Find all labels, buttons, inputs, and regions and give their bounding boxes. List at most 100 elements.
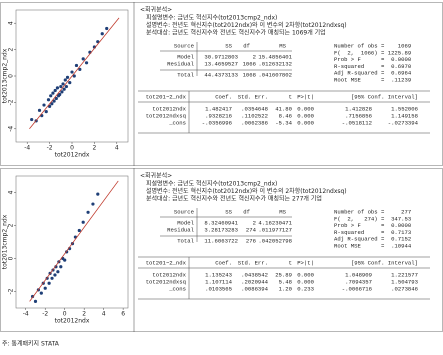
scatter-point	[53, 273, 57, 277]
model-stat: Root MSE = .11239	[334, 76, 411, 83]
scatter-point	[58, 92, 62, 97]
scatter-point	[37, 108, 42, 112]
anova-header: df	[243, 208, 250, 215]
model-stat: F( 2, 274) = 347.53	[334, 215, 411, 222]
coef-header: tot201~2_ndx	[146, 259, 187, 266]
coef-cell: .0086394	[241, 285, 268, 292]
scatter-point	[63, 258, 67, 262]
scatter-point	[91, 202, 95, 206]
x-tick-label: 4	[102, 311, 106, 318]
scatter-point	[52, 99, 56, 103]
coef-header: [95% Conf. Interval]	[351, 93, 418, 100]
coef-cell: .0273846	[391, 285, 418, 292]
model-stat: Prob > F = 0.0000	[334, 222, 412, 229]
output-header: <회귀분석>	[140, 172, 172, 180]
scatter-point	[84, 61, 89, 65]
x-tick-label: -4	[23, 311, 29, 318]
output-line: 분석대상: 금년도 혁신지수와 전년도 혁신지수가 매칭되는 277개 기업	[146, 195, 322, 203]
coef-cell: 1.048909	[345, 271, 372, 278]
coef-cell: 0.000	[297, 278, 314, 285]
anova-header: df	[243, 42, 250, 49]
coef-header: tot201~2_ndx	[146, 93, 187, 100]
x-tick-label: 0	[63, 311, 67, 318]
scatter-point	[42, 103, 46, 107]
y-tick-label: 0	[8, 256, 15, 260]
scatter-point	[54, 96, 58, 101]
fit-line	[29, 17, 120, 130]
anova-cell: 30.9712803	[204, 53, 238, 60]
coef-cell: .0062386	[241, 119, 268, 126]
x-tick-label: -2	[42, 311, 48, 318]
scatter-point	[96, 40, 100, 44]
scatter-point	[50, 276, 54, 280]
x-tick-label: 2	[82, 311, 86, 318]
y-tick-label: -2	[8, 288, 15, 294]
anova-cell: 4.16230471	[258, 219, 292, 226]
coef-cell: .9328216	[205, 112, 232, 119]
scatter-point	[50, 102, 54, 106]
scatter-point	[62, 87, 66, 91]
scatter-point	[60, 90, 64, 94]
coef-cell: -.0066716	[342, 285, 372, 292]
anova-cell: 274	[246, 226, 257, 233]
scatter-point	[55, 86, 60, 90]
coef-cell: tot2012ndxsq	[146, 278, 186, 285]
model-stat: Prob > F = 0.0000	[334, 56, 412, 63]
scatter-point	[77, 228, 81, 233]
scatter-point	[51, 91, 55, 95]
scatter-point	[96, 192, 100, 196]
coef-cell: 1.221577	[391, 271, 418, 278]
anova-header: SS	[225, 42, 232, 49]
coef-cell: 25.89	[275, 271, 292, 278]
scatter-point	[86, 210, 90, 214]
anova-header: SS	[225, 208, 232, 215]
model-stat: Root MSE = .10944	[334, 242, 412, 249]
anova-cell: 11.6063722	[204, 237, 238, 244]
coef-cell: .7094357	[345, 278, 372, 285]
coef-cell: _cons	[168, 119, 186, 126]
anova-cell: 1066	[243, 60, 256, 67]
coef-cell: .0103565	[205, 285, 232, 292]
scatter-point	[48, 104, 52, 108]
coef-cell: .0354648	[241, 105, 268, 112]
coef-cell: 0.000	[297, 119, 314, 126]
coef-cell: 1.482417	[205, 105, 232, 112]
coef-cell: 0.000	[297, 112, 314, 119]
y-tick-label: 2	[8, 48, 15, 52]
coef-header: Coef.	[215, 93, 232, 100]
scatter-point	[100, 32, 104, 36]
coef-cell: 1.20	[279, 285, 293, 292]
model-stat: Number of obs = 1069	[334, 42, 411, 49]
anova-cell: Model	[177, 53, 194, 60]
coef-cell: -5.34	[275, 119, 292, 126]
anova-cell: .042052798	[258, 237, 292, 244]
y-axis-label: tot2013cmp2_ndx	[2, 48, 9, 103]
coef-cell: .0438542	[241, 271, 268, 278]
anova-cell: 44.4373133	[204, 71, 238, 78]
scatter-point	[33, 299, 38, 303]
coef-cell: .1102522	[241, 112, 268, 119]
scatter-point	[63, 78, 67, 82]
x-tick-label: -2	[47, 145, 53, 152]
coef-cell: 8.46	[279, 112, 292, 119]
coef-header: t	[289, 93, 292, 100]
scatter-point	[74, 63, 79, 68]
model-stat: Adj R-squared = 0.7152	[334, 236, 411, 243]
scatter-point	[54, 265, 58, 269]
output-line: 설명변수: 전년도 혁신지수(tot2012ndx)와 이 변수의 2차항(to…	[146, 187, 347, 195]
anova-cell: 2	[253, 219, 256, 226]
model-stat: R-squared = 0.6970	[334, 63, 412, 70]
scatter-point	[61, 82, 65, 86]
x-tick-label: 0	[70, 145, 74, 152]
anova-cell: Model	[177, 219, 194, 226]
anova-cell: .011977127	[258, 226, 292, 233]
plot-area	[15, 175, 129, 309]
output-line: 분석대상: 금년도 혁신지수와 전년도 혁신지수가 매칭되는 1069개 기업	[146, 29, 326, 37]
coef-cell: .7156856	[345, 112, 372, 119]
anova-cell: 276	[246, 237, 256, 244]
y-tick-label: 0	[8, 74, 15, 78]
anova-cell: 1068	[243, 71, 256, 78]
anova-header: MS	[279, 42, 286, 49]
anova-cell: 13.4659527	[204, 60, 238, 67]
x-tick-label: 6	[121, 311, 125, 318]
